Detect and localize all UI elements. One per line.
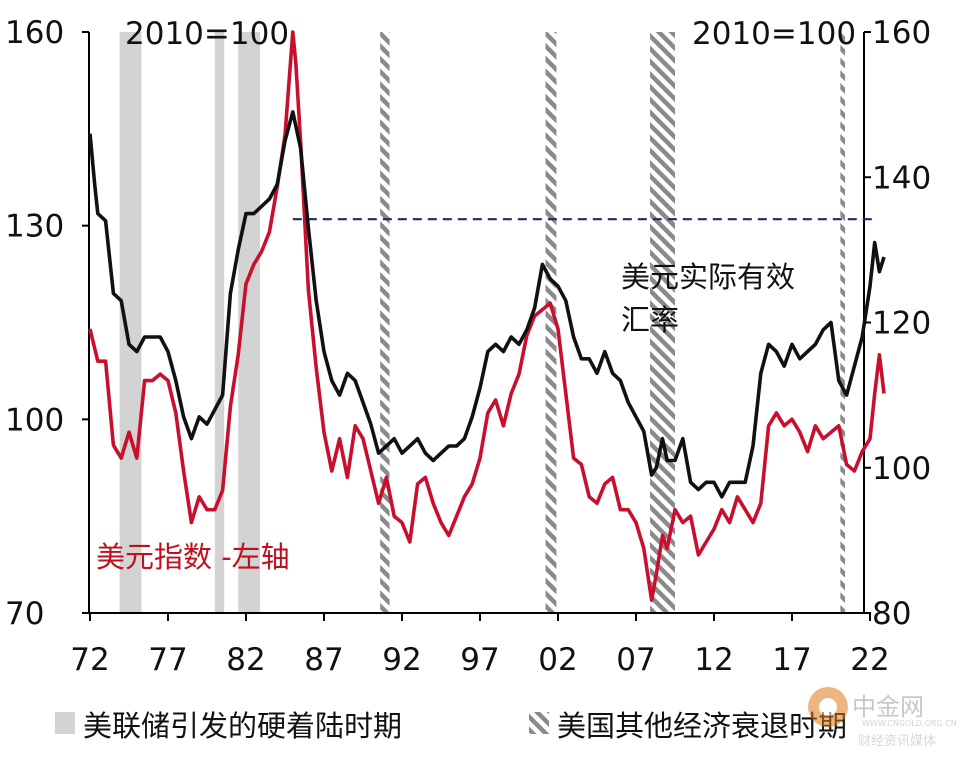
reer-series-label-line1: 美元实际有效: [621, 260, 795, 294]
legend: 美联储引发的硬着陆时期 美国其他经济衰退时期: [55, 709, 847, 743]
legend-label-fed: 美联储引发的硬着陆时期: [83, 709, 402, 743]
right-tick-label: 140: [872, 160, 931, 196]
other-recession-band-5: [650, 32, 675, 613]
x-tick-label: 82: [226, 642, 265, 678]
fed-hard-landing-band-0: [119, 32, 142, 613]
other-recession-band-3: [380, 32, 390, 613]
usd-index-series-label: 美元指数 -左轴: [96, 540, 290, 574]
other-recession-band-6: [840, 32, 846, 613]
x-tick-label: 17: [772, 642, 811, 678]
x-tick-label: 92: [382, 642, 421, 678]
base-note-left: 2010=100: [125, 16, 289, 52]
x-tick-label: 02: [538, 642, 577, 678]
usd-index-line: [88, 30, 886, 602]
left-tick-label: 100: [5, 402, 64, 438]
right-tick-label: 120: [872, 306, 931, 342]
left-tick-label: 130: [5, 209, 64, 245]
x-tick-label: 72: [70, 642, 109, 678]
watermark-url: WWW.CNGOLD.ORG.CN: [862, 719, 957, 728]
watermark-sub: 财经资讯媒体: [858, 734, 936, 749]
fed-hard-landing-band-2: [238, 32, 261, 613]
series-layer: [88, 30, 886, 602]
base-note-right: 2010=100: [692, 16, 856, 52]
right-tick-label: 160: [872, 15, 931, 51]
legend-label-other: 美国其他经济衰退时期: [557, 709, 847, 743]
watermark-brand: 中金网: [852, 693, 924, 721]
x-tick-label: 22: [850, 642, 889, 678]
x-tick-label: 87: [304, 642, 343, 678]
usd-reer-line: [88, 110, 886, 499]
right-tick-label: 100: [872, 451, 931, 487]
left-tick-label: 70: [5, 596, 44, 632]
x-tick-label: 07: [616, 642, 655, 678]
right-tick-label: 80: [872, 596, 911, 632]
legend-swatch-other: [529, 712, 549, 734]
fed-hard-landing-band-1: [214, 32, 225, 613]
tick-layer: 160 130 100 70 160 140 120 100 80 72 77 82 87 92 97 02 0…: [5, 15, 931, 678]
left-tick-label: 160: [5, 15, 64, 51]
x-tick-label: 77: [148, 642, 187, 678]
x-tick-label: 97: [460, 642, 499, 678]
legend-swatch-fed: [55, 712, 75, 734]
x-tick-label: 12: [694, 642, 733, 678]
other-recession-band-4: [545, 32, 557, 613]
reer-series-label-line2: 汇率: [621, 303, 679, 337]
watermark-logo: 中金网 WWW.CNGOLD.ORG.CN 财经资讯媒体: [808, 687, 957, 749]
recession-shading: [119, 32, 846, 613]
